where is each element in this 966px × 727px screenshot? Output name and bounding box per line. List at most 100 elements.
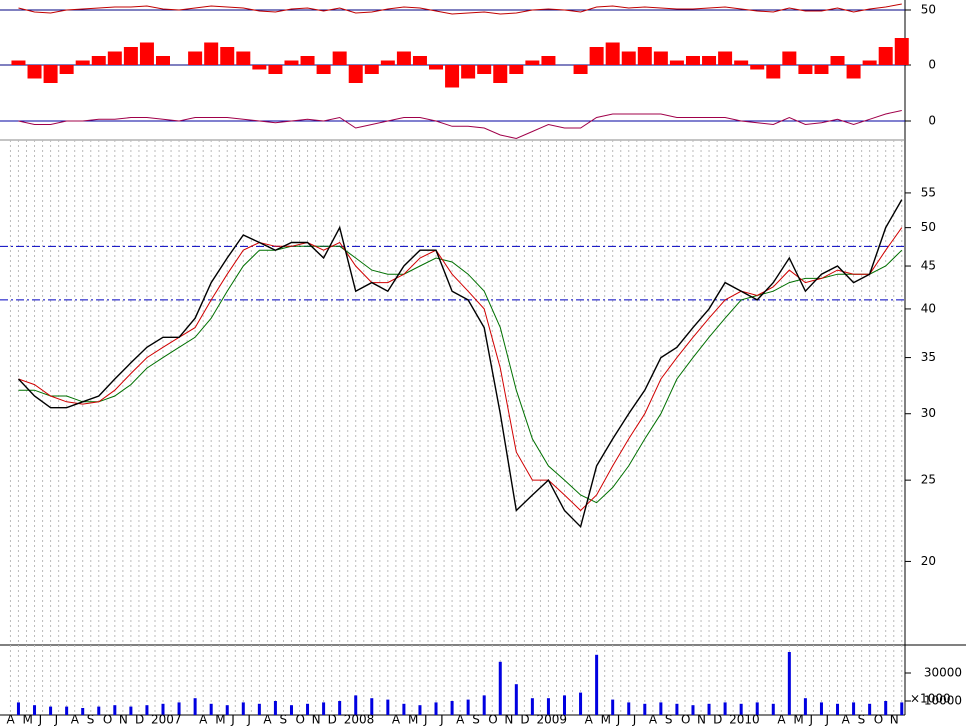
bar <box>750 65 765 70</box>
bar <box>322 702 326 715</box>
bar <box>193 698 197 715</box>
bar <box>509 65 524 74</box>
bar <box>659 702 663 715</box>
bar <box>482 695 486 715</box>
bar <box>364 65 379 74</box>
x-tick-label: O <box>103 713 112 727</box>
y-tick-label: 40 <box>921 301 936 315</box>
bar <box>627 702 631 715</box>
bar <box>707 703 711 715</box>
x-tick-label: M <box>408 713 418 727</box>
y-tick-label: 10000 <box>924 694 962 708</box>
bar <box>273 701 277 715</box>
x-tick-label: J <box>423 713 428 727</box>
bar <box>466 699 470 715</box>
bar <box>461 65 476 79</box>
x-tick-label: J <box>825 713 830 727</box>
bar <box>386 699 390 715</box>
y-tick-label: 50 <box>921 3 936 17</box>
y-tick-label: 35 <box>921 350 936 364</box>
bar <box>814 65 829 74</box>
bar <box>766 65 781 79</box>
y-tick-label: 25 <box>921 473 936 487</box>
x-tick-label: J <box>38 713 43 727</box>
bar <box>718 51 733 65</box>
bar <box>530 698 534 715</box>
bar <box>477 65 492 74</box>
bar <box>429 65 444 70</box>
x-tick-label: N <box>119 713 128 727</box>
bar <box>852 702 856 715</box>
y-tick-label: 0 <box>928 114 936 128</box>
bar <box>332 51 347 65</box>
bar <box>445 65 460 88</box>
bar <box>450 701 454 715</box>
bar <box>300 56 315 65</box>
y-unit-label: ×1000 <box>910 692 951 706</box>
bar <box>236 51 251 65</box>
bar <box>546 698 550 715</box>
bar <box>525 60 540 65</box>
bar <box>252 65 267 70</box>
y-tick-label: 30000 <box>924 666 962 680</box>
bar <box>11 60 26 65</box>
x-tick-label: N <box>890 713 899 727</box>
bar <box>268 65 283 74</box>
x-tick-label: 2010 <box>729 713 760 727</box>
bar <box>755 702 759 715</box>
line <box>17 199 903 529</box>
bar <box>830 56 845 65</box>
x-tick-label: J <box>246 713 251 727</box>
x-tick-label: S <box>87 713 95 727</box>
bar <box>669 60 684 65</box>
bar <box>59 65 74 74</box>
x-tick-label: S <box>472 713 480 727</box>
bar <box>541 56 556 65</box>
x-tick-label: O <box>296 713 305 727</box>
bar <box>771 703 775 715</box>
bar <box>145 705 149 715</box>
x-tick-label: S <box>279 713 287 727</box>
bar <box>884 701 888 715</box>
bar <box>605 42 620 65</box>
x-tick-label: M <box>23 713 33 727</box>
bar <box>723 702 727 715</box>
bar <box>156 56 170 65</box>
x-tick-label: S <box>665 713 673 727</box>
x-tick-label: A <box>649 713 658 727</box>
bar <box>33 705 37 715</box>
x-tick-label: A <box>842 713 851 727</box>
x-tick-label: A <box>199 713 208 727</box>
x-tick-label: S <box>858 713 866 727</box>
x-tick-label: N <box>312 713 321 727</box>
x-tick-label: D <box>520 713 529 727</box>
bar <box>579 692 583 715</box>
x-tick-label: D <box>328 713 337 727</box>
bar <box>16 702 20 715</box>
bar <box>798 65 813 74</box>
x-tick-label: A <box>777 713 786 727</box>
bar <box>675 703 679 715</box>
x-tick-label: J <box>808 713 813 727</box>
bar <box>595 654 599 715</box>
x-tick-label: J <box>632 713 637 727</box>
x-tick-label: O <box>488 713 497 727</box>
bar <box>691 705 695 715</box>
bar <box>43 65 58 83</box>
x-tick-label: D <box>713 713 722 727</box>
bar <box>370 698 374 715</box>
bar <box>354 695 358 715</box>
bar <box>621 51 636 65</box>
bar <box>862 60 877 65</box>
bar <box>380 60 395 65</box>
bar <box>563 695 566 715</box>
bar <box>49 706 53 715</box>
bar <box>819 702 823 715</box>
y-tick-label: 50 <box>921 220 936 234</box>
bar <box>289 705 293 715</box>
x-tick-label: A <box>392 713 401 727</box>
line <box>18 110 902 140</box>
bar <box>894 38 909 65</box>
bar <box>434 702 438 715</box>
bar <box>734 60 749 65</box>
